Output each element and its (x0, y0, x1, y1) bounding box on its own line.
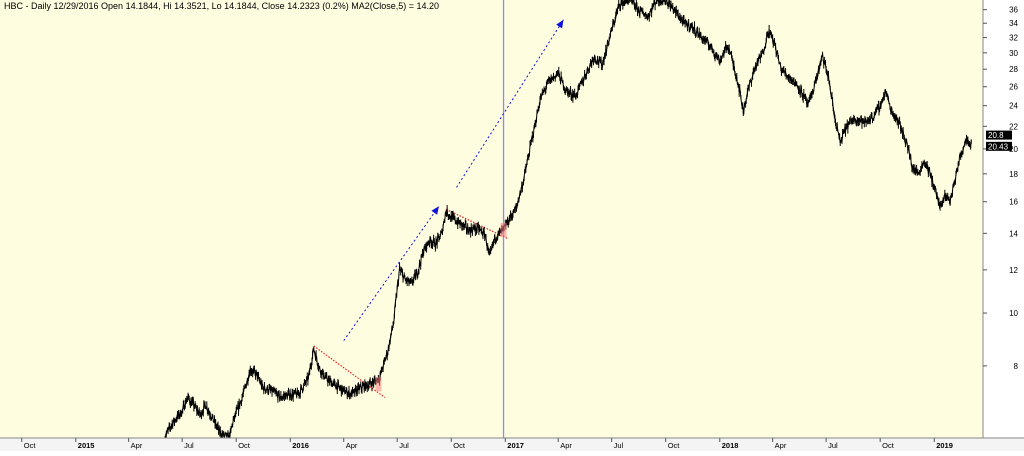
x-tick-label: Jul (399, 441, 409, 450)
x-tick-label: Apr (560, 441, 572, 450)
x-axis: Oct 2015 Apr Jul Oct 2016 Apr Jul Oct 2017 Apr Jul O… (21, 438, 953, 450)
last-price-labels: 20.8 20.43 (986, 130, 1012, 151)
y-tick-label: 26 (1009, 83, 1018, 92)
y-tick-label: 10 (1009, 309, 1018, 318)
y-tick-label: 24 (1009, 102, 1018, 111)
x-tick-label: Jul (614, 441, 624, 450)
x-tick-label: Apr (775, 441, 787, 450)
x-axis-panel (0, 438, 1024, 451)
y-tick-label: 14 (1009, 229, 1018, 238)
blue-arrowhead (431, 206, 439, 215)
x-tick-label: Apr (131, 441, 143, 450)
x-tick-label: Jul (828, 441, 838, 450)
y-tick-label: 8 (1014, 362, 1019, 371)
blue-projection-line (456, 19, 564, 188)
y-tick-label: 36 (1009, 6, 1018, 15)
x-tick-label: 2017 (507, 441, 524, 450)
y-tick-label: 32 (1009, 34, 1018, 43)
x-tick-label: 2016 (292, 441, 309, 450)
x-tick-label: 2019 (936, 441, 953, 450)
x-tick-label: Oct (668, 441, 681, 450)
x-tick-label: Apr (346, 441, 358, 450)
y-tick-label: 30 (1009, 49, 1018, 58)
x-tick-label: Oct (882, 441, 895, 450)
y-tick-label: 12 (1009, 266, 1018, 275)
red-trendline (313, 345, 386, 398)
x-tick-label: 2015 (78, 441, 95, 450)
chart-title: HBC - Daily 12/29/2016 Open 14.1844, Hi … (4, 1, 440, 11)
red-trendline (445, 208, 508, 240)
blue-arrowhead (556, 19, 564, 29)
y-axis: 8 10 12 14 16 18 20 22 24 26 28 30 32 34 36 (983, 6, 1019, 371)
y-tick-label: 22 (1009, 122, 1018, 131)
y-tick-label: 18 (1009, 170, 1018, 179)
y-tick-label: 34 (1009, 19, 1018, 28)
x-tick-label: Oct (453, 441, 466, 450)
blue-projection-line (343, 205, 440, 341)
last-price-value: 20.8 (988, 131, 1004, 140)
last-price-badge (986, 141, 1012, 151)
plot-background (0, 0, 983, 438)
y-axis-panel (983, 0, 1024, 438)
y-tick-label: 20 (1009, 145, 1018, 154)
price-line (164, 0, 972, 443)
annotation-layer (313, 0, 564, 438)
marker-layer (375, 222, 507, 392)
x-tick-label: Jul (184, 441, 194, 450)
price-series (164, 0, 972, 445)
highlight-marker (375, 377, 382, 392)
y-tick-label: 28 (1009, 65, 1018, 74)
last-price-badge (986, 130, 1012, 140)
last-price-value: 20.43 (988, 142, 1009, 151)
x-tick-label: 2018 (722, 441, 739, 450)
x-tick-label: Oct (238, 441, 251, 450)
highlight-marker (500, 222, 507, 237)
x-tick-label: Oct (24, 441, 37, 450)
y-tick-label: 16 (1009, 198, 1018, 207)
